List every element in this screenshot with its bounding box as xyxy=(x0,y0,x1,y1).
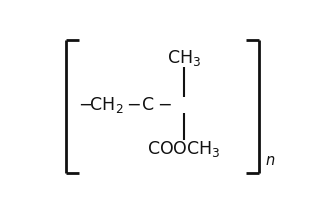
Text: $-\!\mathrm{CH_2}-\!\mathrm{C}-$: $-\!\mathrm{CH_2}-\!\mathrm{C}-$ xyxy=(78,95,172,115)
Text: $\mathrm{CH_3}$: $\mathrm{CH_3}$ xyxy=(167,48,202,68)
Text: $\mathrm{COOCH_3}$: $\mathrm{COOCH_3}$ xyxy=(147,139,221,159)
Text: $\mathit{n}$: $\mathit{n}$ xyxy=(265,154,276,168)
